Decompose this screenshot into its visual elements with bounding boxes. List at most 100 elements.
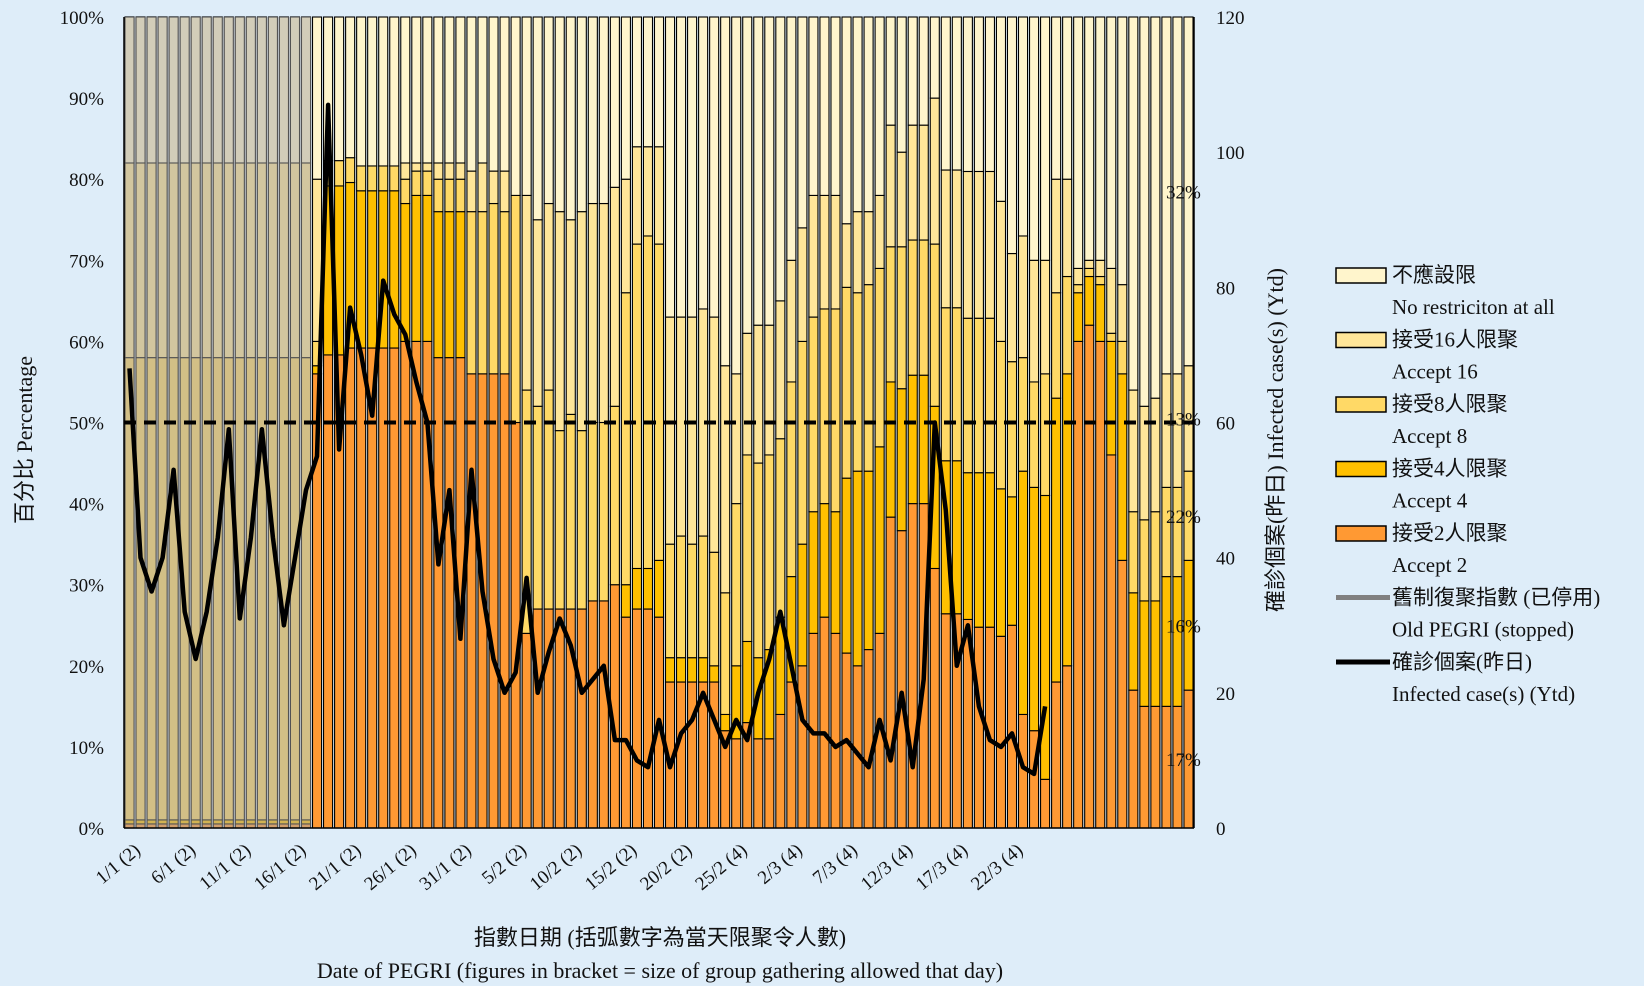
bar-segment-s3-d85 <box>1062 178 1073 278</box>
bar-segment-s1-d54 <box>720 713 731 732</box>
bar-segment-s4-d56 <box>742 16 753 334</box>
bar-segment-s2-d56 <box>742 454 753 643</box>
bar-segment-s1-d93 <box>1150 600 1161 707</box>
legend-label-zh: 舊制復聚指數 (已停用) <box>1392 586 1600 610</box>
bar-segment-s4-d63 <box>819 16 830 196</box>
bar-segment-s2-d49 <box>664 543 676 659</box>
bar-segment-s1-d63 <box>819 503 830 618</box>
legend-label-zh: 不應設限 <box>1392 263 1476 287</box>
bar-segment-s3-d43 <box>598 202 609 424</box>
bar-segment-s0-d71 <box>907 503 918 829</box>
bar-segment-s4-d69 <box>885 16 896 126</box>
bar-segment-s0-d64 <box>830 632 841 829</box>
bar-segment-s4-d70 <box>896 16 907 153</box>
x-tick-label: 21/1 (2) <box>305 840 365 895</box>
bar-segment-s3-d55 <box>731 373 742 505</box>
bar-segment-s0-d70 <box>896 530 907 829</box>
y2-tick-label: 0 <box>1216 819 1226 840</box>
bar-segment-s3-d70 <box>896 151 907 248</box>
x-tick-label: 7/3 (4) <box>809 840 862 889</box>
bar-segment-s3-d89 <box>1106 267 1117 334</box>
bar-segment-s2-d83 <box>1040 373 1051 497</box>
bar-segment-s2-d34 <box>499 211 510 375</box>
bar-segment-s3-d62 <box>808 194 819 318</box>
bar-segment-s0-d74 <box>940 613 951 829</box>
end-percentage-label: 16% <box>1166 616 1201 637</box>
bar-segment-s4-d47 <box>642 16 654 148</box>
end-percentage-label: 22% <box>1166 507 1201 528</box>
bar-segment-s4-d43 <box>598 16 609 205</box>
legend-label-en: Accept 4 <box>1392 489 1468 513</box>
bar-segment-s1-d87 <box>1084 275 1095 326</box>
x-tick-label: 25/2 (4) <box>691 840 751 895</box>
bar-segment-s2-d52 <box>698 535 709 659</box>
bar-segment-s0-d89 <box>1106 454 1117 829</box>
bar-segment-s4-d64 <box>830 16 841 196</box>
bar-segment-s1-d68 <box>874 446 885 634</box>
y-tick-label: 30% <box>69 576 104 597</box>
bar-segment-s4-d55 <box>731 16 742 375</box>
bar-segment-s2-d76 <box>962 317 973 474</box>
bar-segment-s2-d45 <box>620 292 631 586</box>
bar-segment-s2-d40 <box>565 413 576 610</box>
bar-segment-s2-d31 <box>466 211 477 375</box>
bar-segment-s2-d84 <box>1051 292 1062 399</box>
bar-segment-s0-d41 <box>576 608 587 829</box>
bar-segment-s0-d33 <box>488 373 499 829</box>
y-tick-label: 0% <box>79 819 105 840</box>
bar-segment-s4-d59 <box>775 16 786 302</box>
bar-segment-s2-d67 <box>863 284 874 472</box>
legend-label-zh: 接受8人限聚 <box>1392 392 1508 416</box>
bar-segment-s4-d29 <box>444 16 455 164</box>
bar-segment-s2-d66 <box>852 292 863 472</box>
bar-segment-s2-d72 <box>918 239 929 376</box>
bar-segment-s3-d81 <box>1017 235 1029 359</box>
y2-axis-title: 確診個案(昨日) Infected case(s) (Ytd) <box>1263 268 1288 612</box>
bar-segment-s4-d45 <box>620 16 631 180</box>
y-tick-label: 90% <box>69 89 104 110</box>
bar-segment-s1-d71 <box>907 374 918 505</box>
bar-segment-s4-d46 <box>631 16 643 148</box>
bar-segment-s2-d47 <box>642 235 654 570</box>
bar-segment-s4-d19 <box>334 16 345 162</box>
bar-segment-s3-d94 <box>1161 373 1172 488</box>
x-tick-label: 22/3 (4) <box>967 840 1027 895</box>
bar-segment-s1-d47 <box>642 567 654 610</box>
bar-segment-s4-d80 <box>1006 16 1018 255</box>
bar-segment-s0-d28 <box>433 357 444 829</box>
bar-segment-s4-d95 <box>1172 16 1183 375</box>
legend-swatch <box>1335 396 1387 413</box>
bar-segment-s2-d28 <box>433 178 444 213</box>
bar-segment-s3-d87 <box>1084 259 1095 269</box>
bar-segment-s0-d60 <box>786 681 797 829</box>
bar-segment-s2-d55 <box>731 503 742 667</box>
bar-segment-s1-d49 <box>664 657 676 683</box>
bar-segment-s4-d66 <box>852 16 863 213</box>
bar-segment-s0-d80 <box>1006 624 1018 829</box>
bar-segment-s2-d92 <box>1139 519 1150 602</box>
bar-segment-s4-d25 <box>400 16 411 164</box>
bar-segment-s1-d61 <box>797 543 808 667</box>
y-tick-label: 60% <box>69 332 104 353</box>
bar-segment-s1-d25 <box>400 202 411 342</box>
bar-segment-s2-d94 <box>1161 486 1172 578</box>
end-percentage-label: 13% <box>1166 409 1201 430</box>
bar-segment-s1-d92 <box>1139 600 1150 707</box>
bar-segment-s1-d62 <box>808 511 819 634</box>
bar-segment-s2-d77 <box>973 317 984 474</box>
bar-segment-s4-d27 <box>422 16 433 164</box>
bar-segment-s4-d88 <box>1095 16 1106 261</box>
bar-segment-s3-d60 <box>786 259 797 383</box>
bar-segment-s4-d20 <box>345 16 356 159</box>
bar-segment-s2-d87 <box>1084 267 1095 278</box>
bar-segment-s2-d43 <box>598 421 609 602</box>
bar-segment-s3-d33 <box>488 170 499 205</box>
bar-segment-s2-d71 <box>907 239 918 376</box>
bar-segment-s0-d84 <box>1051 681 1062 829</box>
y2-tick-label: 120 <box>1216 8 1245 29</box>
y-tick-label: 100% <box>60 8 105 29</box>
bar-segment-s3-d45 <box>620 178 631 294</box>
x-axis-title-en: Date of PEGRI (figures in bracket = size… <box>317 958 1003 983</box>
bar-segment-s3-d57 <box>753 324 764 464</box>
bar-segment-s1-d90 <box>1117 373 1128 561</box>
